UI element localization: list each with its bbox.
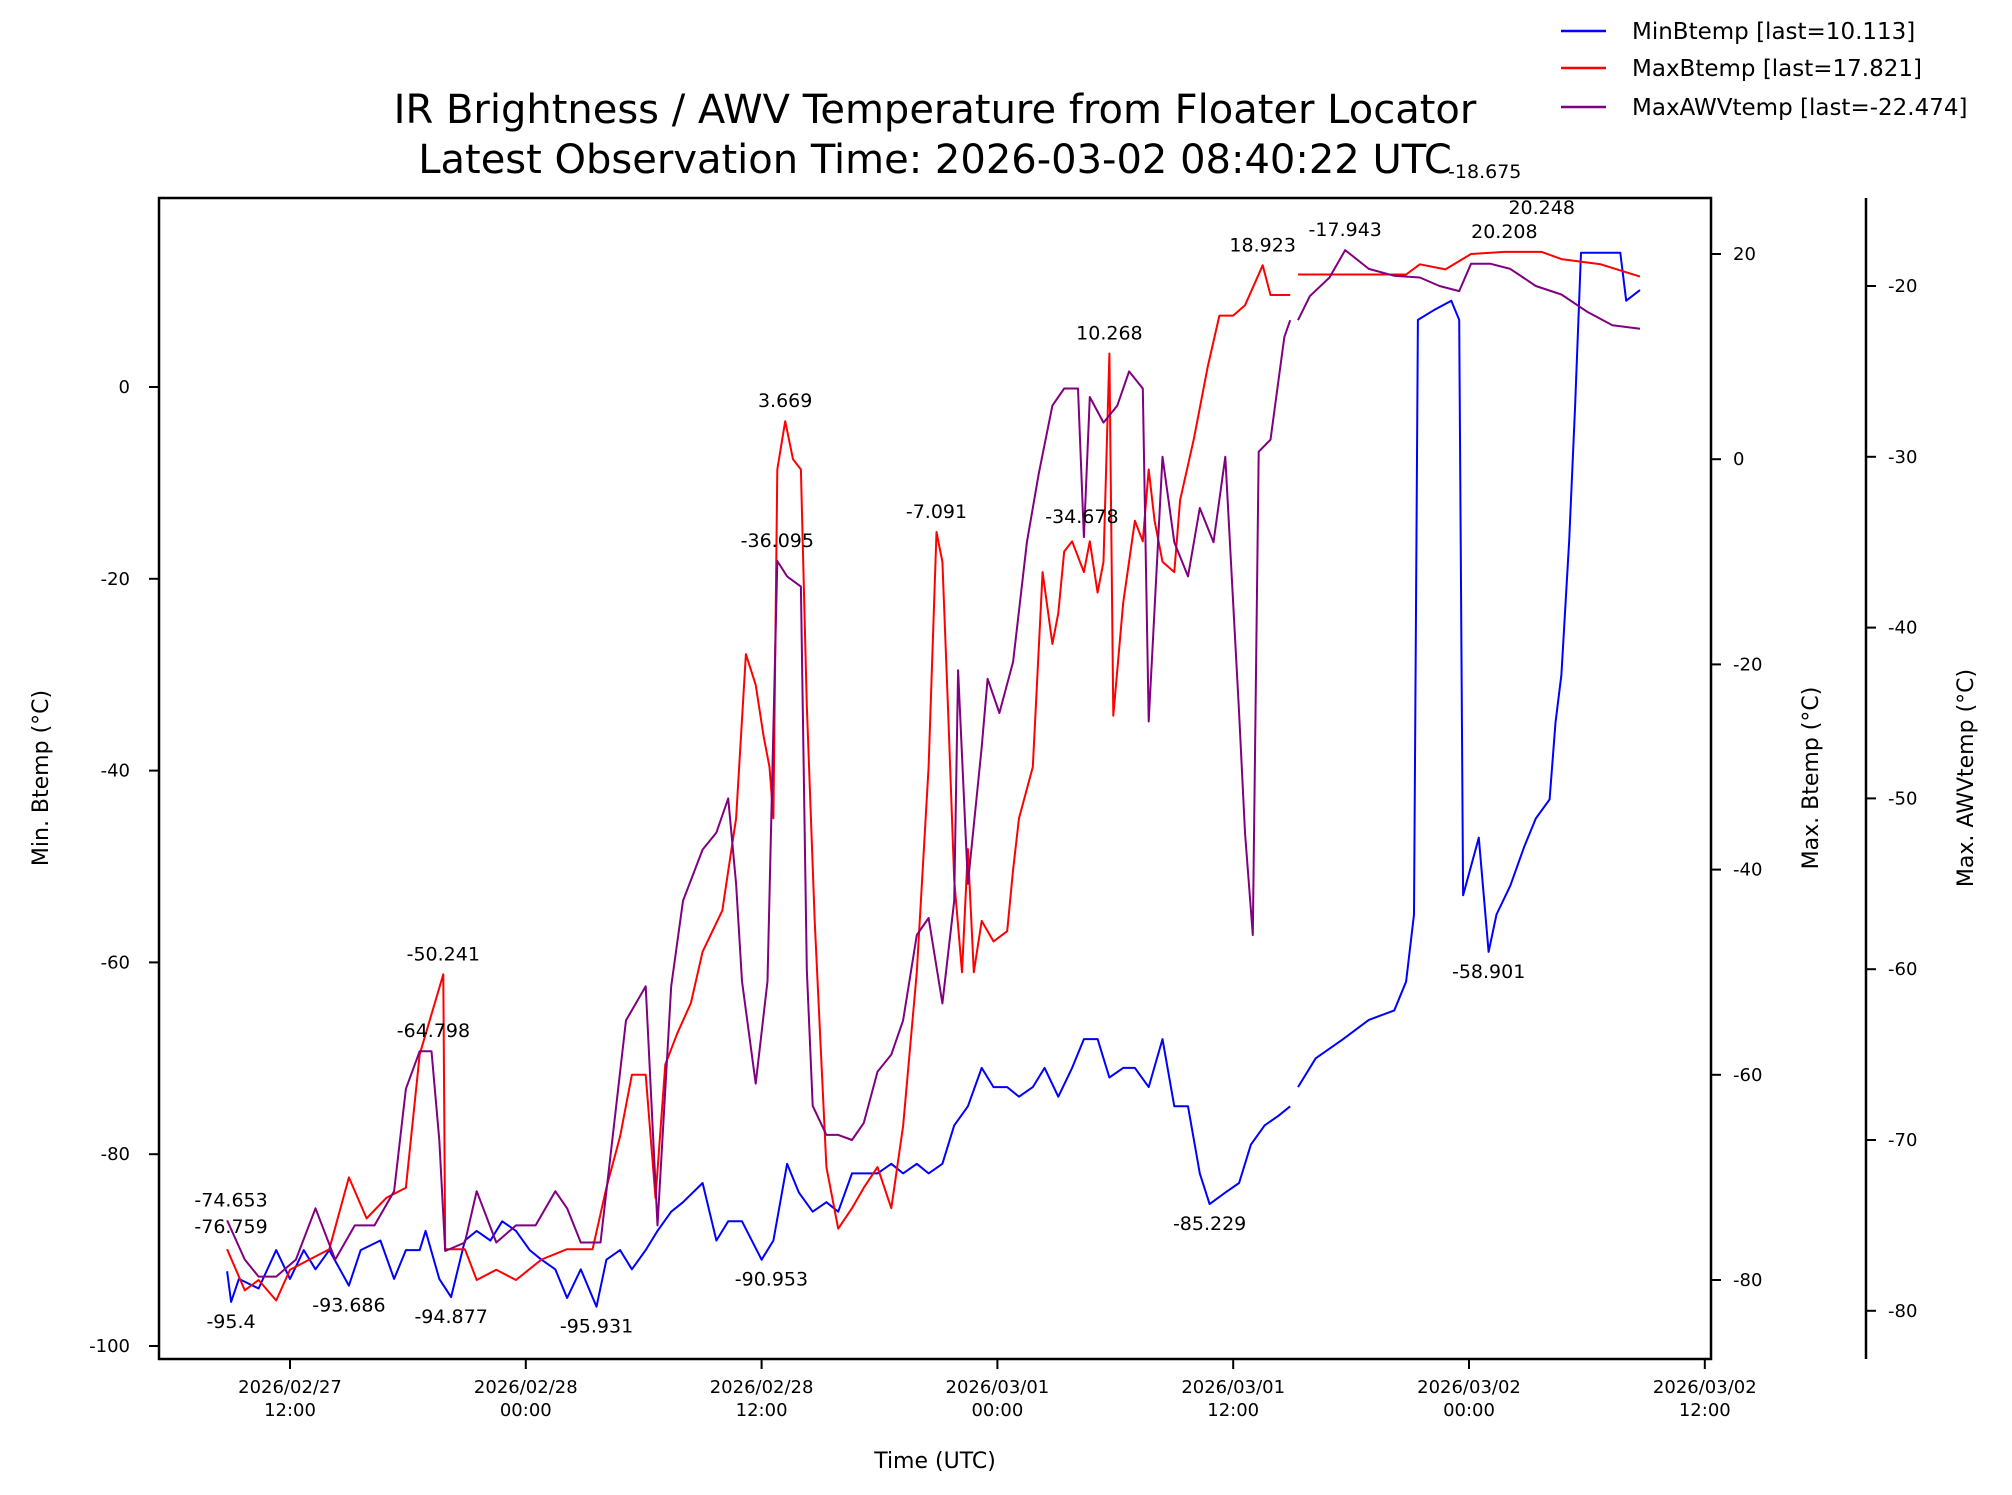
left-axis-label: Min. Btemp (°C): [29, 690, 54, 866]
data-label: -18.675: [1448, 161, 1521, 183]
chart-subtitle: Latest Observation Time: 2026-03-02 08:4…: [418, 137, 1452, 183]
x-tick-label-date: 2026/02/27: [238, 1377, 342, 1398]
x-tick-label-time: 00:00: [500, 1400, 552, 1421]
awv-y-tick-label: -20: [1888, 276, 1917, 297]
left-y-tick-label: -20: [101, 569, 130, 590]
x-tick-label-date: 2026/02/28: [710, 1377, 814, 1398]
chart-title: IR Brightness / AWV Temperature from Flo…: [394, 87, 1477, 133]
legend-label-maxawvtemp: MaxAWVtemp [last=-22.474]: [1632, 95, 1967, 121]
x-tick-label-date: 2026/03/01: [1181, 1377, 1285, 1398]
x-tick-label-date: 2026/03/01: [946, 1377, 1050, 1398]
left-y-tick-label: -40: [101, 761, 130, 782]
data-label: 18.923: [1229, 234, 1295, 256]
right-axis-label: Max. Btemp (°C): [1799, 687, 1824, 870]
x-tick-label-time: 12:00: [1679, 1400, 1731, 1421]
awv-y-tick-label: -30: [1888, 447, 1917, 468]
data-label: 3.669: [758, 390, 812, 412]
right-y-tick-label: -80: [1733, 1270, 1762, 1291]
series-line-minbtemp: [226, 251, 1641, 1308]
awv-y-tick-label: -40: [1888, 618, 1917, 639]
x-tick-label-time: 12:00: [1207, 1400, 1259, 1421]
legend-label-maxbtemp: MaxBtemp [last=17.821]: [1632, 56, 1922, 82]
data-label: -7.091: [906, 501, 967, 523]
data-label: -64.798: [397, 1020, 470, 1042]
awv-y-tick-label: -80: [1888, 1301, 1917, 1322]
data-label: -36.095: [741, 530, 814, 552]
x-tick-label-time: 00:00: [971, 1400, 1023, 1421]
x-tick-label-date: 2026/02/28: [474, 1377, 578, 1398]
data-label: -58.901: [1452, 961, 1525, 983]
left-y-tick-label: -100: [89, 1336, 130, 1357]
data-label: -85.229: [1173, 1213, 1246, 1235]
data-label: -34.678: [1045, 506, 1118, 528]
series-line-maxbtemp: [226, 250, 1641, 1302]
right-y-tick-label: 20: [1733, 244, 1756, 265]
data-label: -76.759: [194, 1216, 267, 1238]
data-label: -93.686: [312, 1295, 385, 1317]
x-axis-label: Time (UTC): [873, 1449, 996, 1474]
data-label: -95.931: [560, 1316, 633, 1338]
x-tick-label-time: 12:00: [736, 1400, 788, 1421]
right-y-tick-label: 0: [1733, 449, 1744, 470]
x-tick-label-time: 00:00: [1443, 1400, 1495, 1421]
data-label: 20.208: [1471, 221, 1537, 243]
data-label: -74.653: [194, 1189, 267, 1211]
right-y-tick-label: -60: [1733, 1065, 1762, 1086]
awv-y-tick-label: -60: [1888, 959, 1917, 980]
plot-frame: [157, 196, 1713, 1361]
right-y-tick-label: -40: [1733, 860, 1762, 881]
data-label: 10.268: [1076, 323, 1142, 345]
x-tick-label-date: 2026/03/02: [1417, 1377, 1521, 1398]
left-y-tick-label: -60: [101, 952, 130, 973]
awv-y-tick-label: -50: [1888, 788, 1917, 809]
data-label: -50.241: [407, 943, 480, 965]
series-line-maxawvtemp: [226, 249, 1641, 1278]
data-label: -95.4: [206, 1311, 255, 1333]
legend: MinBtemp [last=10.113] MaxBtemp [last=17.…: [1561, 19, 1967, 121]
data-label: -17.943: [1309, 219, 1382, 241]
left-y-tick-label: -80: [101, 1144, 130, 1165]
awv-y-tick-label: -70: [1888, 1130, 1917, 1151]
data-label: -94.877: [414, 1306, 487, 1328]
awv-axis-label: Max. AWVtemp (°C): [1954, 669, 1979, 887]
data-label: -90.953: [735, 1269, 808, 1291]
x-tick-label-time: 12:00: [264, 1400, 316, 1421]
right-y-tick-label: -20: [1733, 654, 1762, 675]
x-tick-label-date: 2026/03/02: [1653, 1377, 1757, 1398]
left-y-tick-label: 0: [119, 377, 130, 398]
data-label: 20.248: [1508, 197, 1574, 219]
legend-label-minbtemp: MinBtemp [last=10.113]: [1632, 19, 1915, 45]
